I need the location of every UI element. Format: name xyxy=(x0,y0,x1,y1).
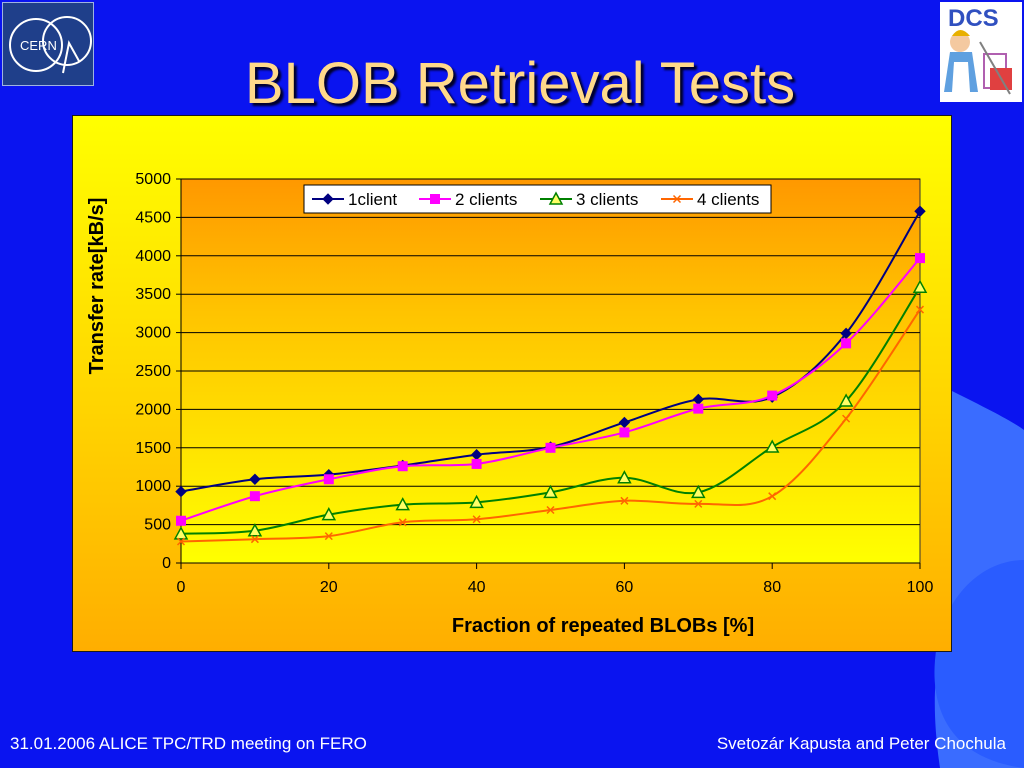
y-tick-label: 3500 xyxy=(135,286,171,303)
data-point xyxy=(912,279,928,294)
cern-logo: CERN xyxy=(2,2,94,86)
x-axis-label: Fraction of repeated BLOBs [%] xyxy=(452,615,754,637)
series-group xyxy=(173,205,928,546)
data-point xyxy=(543,484,558,499)
y-tick-label: 3000 xyxy=(135,325,171,342)
legend-label: 3 clients xyxy=(576,190,638,209)
x-tick-label: 100 xyxy=(907,579,934,596)
y-tick-label: 4000 xyxy=(135,248,171,265)
chart-panel: 0 500 1000 1500 2000 2500 3000 3500 4000 4500 5000… xyxy=(72,115,952,652)
data-point xyxy=(619,427,630,438)
y-tick-label: 0 xyxy=(162,555,171,572)
series-line xyxy=(180,286,921,535)
series-2-clients xyxy=(176,253,925,526)
data-point xyxy=(175,485,187,498)
data-point xyxy=(176,537,186,546)
legend: 1client 2 clients 3 clients 4 clients xyxy=(303,184,772,214)
data-point xyxy=(842,414,851,423)
data-point xyxy=(247,523,263,537)
legend-label: 1client xyxy=(348,190,397,209)
legend-item: 4 clients xyxy=(661,190,759,209)
y-tick-label: 1500 xyxy=(135,440,171,457)
y-tick-label: 1000 xyxy=(135,478,171,495)
y-tick-label: 4500 xyxy=(135,209,171,226)
axes: 0500100015002000250030003500400045005000… xyxy=(135,171,933,596)
data-point xyxy=(915,253,925,264)
legend-marker xyxy=(548,191,564,205)
x-tick-label: 0 xyxy=(177,579,186,596)
data-point xyxy=(469,494,484,509)
data-point xyxy=(841,338,852,349)
series-3-clients xyxy=(173,279,928,540)
legend-marker xyxy=(322,193,334,205)
cern-logo-graphic: CERN xyxy=(9,16,92,74)
data-point xyxy=(249,491,260,502)
data-point xyxy=(398,518,407,527)
data-point xyxy=(915,305,925,314)
data-point xyxy=(767,390,778,401)
legend-marker xyxy=(672,194,682,204)
data-point xyxy=(545,442,556,453)
dcs-logo-graphic: DCS xyxy=(944,5,1012,95)
legend-item: 3 clients xyxy=(540,190,638,209)
data-point xyxy=(176,515,186,526)
data-point xyxy=(324,532,333,541)
series-4-clients xyxy=(176,305,925,546)
data-point xyxy=(693,403,704,414)
x-tick-label: 20 xyxy=(320,579,338,596)
y-tick-label: 5000 xyxy=(135,171,171,188)
data-point xyxy=(617,470,632,484)
y-axis-label: Transfer rate[kB/s] xyxy=(86,198,108,375)
data-point xyxy=(249,473,261,485)
data-point xyxy=(914,205,926,217)
line-chart: 0500100015002000250030003500400045005000… xyxy=(73,116,951,651)
data-point xyxy=(691,484,706,499)
data-point xyxy=(321,507,337,521)
x-tick-label: 60 xyxy=(616,579,634,596)
data-point xyxy=(395,497,410,511)
dcs-logo: DCS xyxy=(940,2,1022,102)
data-point xyxy=(838,393,854,407)
legend-label: 4 clients xyxy=(697,190,759,209)
data-point xyxy=(472,515,481,524)
data-point xyxy=(397,461,408,472)
series-line xyxy=(180,210,921,493)
y-tick-label: 500 xyxy=(144,517,171,534)
data-point xyxy=(546,505,555,515)
data-point xyxy=(250,535,259,544)
series-line xyxy=(180,308,921,543)
slide-title: BLOB Retrieval Tests xyxy=(244,51,796,116)
legend-item: 2 clients xyxy=(419,190,517,209)
footer-authors: Svetozár Kapusta and Peter Chochula xyxy=(716,734,1006,753)
footer-meeting-info: 31.01.2006 ALICE TPC/TRD meeting on FERO xyxy=(10,734,367,753)
y-tick-label: 2500 xyxy=(135,363,171,380)
y-tick-label: 2000 xyxy=(135,401,171,418)
data-point xyxy=(471,458,482,469)
legend-label: 2 clients xyxy=(455,190,517,209)
data-point xyxy=(764,439,780,453)
legend-item: 1client xyxy=(312,190,397,209)
data-point xyxy=(173,526,189,540)
x-tick-label: 80 xyxy=(763,579,781,596)
data-point xyxy=(768,492,777,501)
cern-logo-text: CERN xyxy=(20,38,57,53)
data-point xyxy=(694,499,703,508)
data-point xyxy=(323,474,334,485)
legend-box xyxy=(303,184,772,214)
data-point xyxy=(620,496,629,505)
legend-marker xyxy=(430,194,440,204)
x-tick-label: 40 xyxy=(468,579,486,596)
dcs-logo-text: DCS xyxy=(948,5,999,32)
